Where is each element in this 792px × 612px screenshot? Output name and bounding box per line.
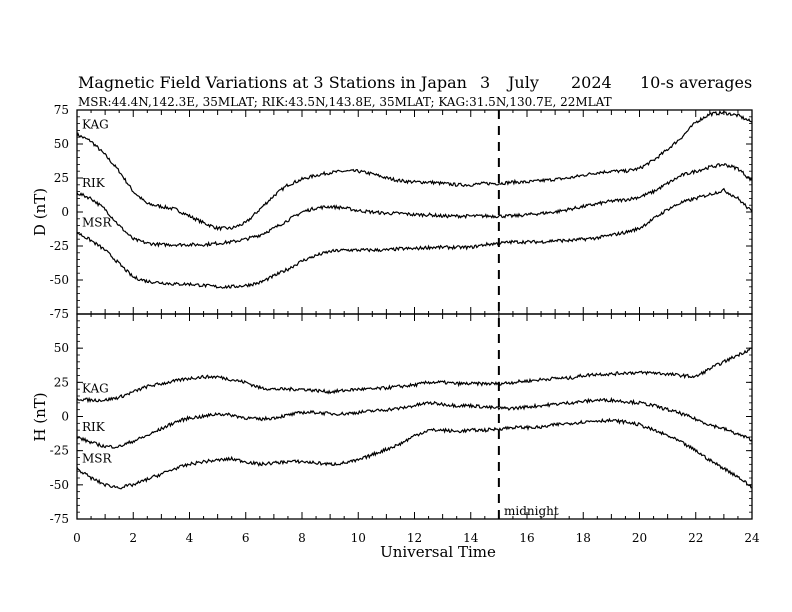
trace-d-kag [76,110,753,232]
x-tick-label: 18 [576,531,591,545]
trace-h-kag [76,347,752,404]
midnight-annotation: midnight [504,504,559,518]
station-label-d-msr: MSR [82,215,113,229]
trace-d-msr [76,187,753,290]
x-tick-label: 12 [407,531,422,545]
y-tick-label: 75 [54,103,69,117]
trace-h-msr [76,417,753,490]
y-tick-label: 25 [54,375,69,389]
chart-title: Magnetic Field Variations at 3 Stations … [78,73,467,92]
x-tick-label: 6 [242,531,250,545]
station-label-d-kag: KAG [82,117,109,131]
trace-h-rik [76,396,753,449]
averaging-label: 10-s averages [640,73,752,92]
date-month: July [506,73,539,92]
d-panel-traces: KAG RIK MSR [76,110,753,290]
y-tick-label: 0 [61,410,69,424]
date-day: 3 [480,73,490,92]
y-tick-label: -50 [50,478,69,492]
y-tick-label: -50 [50,273,69,287]
h-panel-frame [76,313,753,520]
y-tick-label: 0 [61,205,69,219]
d-axis-label: D (nT) [31,188,49,236]
trace-d-rik [76,162,753,248]
y-tick-label: 25 [54,171,69,185]
date-year: 2024 [571,73,612,92]
h-axis-label: H (nT) [31,392,49,441]
station-label-h-msr: MSR [82,451,113,465]
station-coordinates-subtitle: MSR:44.4N,142.3E, 35MLAT; RIK:43.5N,143.… [78,95,612,109]
y-tick-label: -25 [50,239,69,253]
x-tick-label: 16 [519,531,534,545]
x-tick-label: 14 [463,531,479,545]
x-tick-label: 24 [744,531,760,545]
h-panel-traces: KAG RIK MSR [76,347,753,490]
x-tick-label: 4 [186,531,194,545]
x-tick-label: 22 [688,531,703,545]
x-tick-label: 20 [632,531,647,545]
x-tick-label: 0 [73,531,81,545]
y-tick-label: -75 [50,307,69,321]
x-axis-label: Universal Time [380,543,496,561]
station-label-d-rik: RIK [82,176,106,190]
x-tick-label: 10 [351,531,366,545]
y-tick-label: 50 [54,137,69,151]
y-tick-label: -25 [50,444,69,458]
station-label-h-kag: KAG [82,382,109,396]
y-tick-label: -75 [50,512,69,526]
y-tick-label: 50 [54,341,69,355]
station-label-h-rik: RIK [82,420,106,434]
x-tick-label: 8 [298,531,306,545]
x-tick-label: 2 [129,531,137,545]
